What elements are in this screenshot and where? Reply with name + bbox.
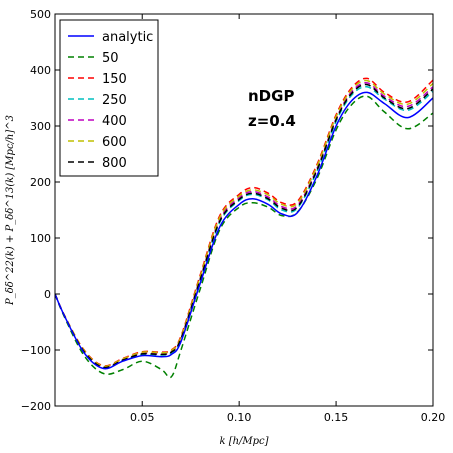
legend-label-50: 50	[102, 51, 119, 66]
legend-label-150: 150	[102, 72, 127, 87]
x-tick-label: 0.10	[227, 411, 252, 424]
y-tick-label: 100	[30, 232, 51, 245]
legend-label-400: 400	[102, 114, 127, 129]
annotation-model: nDGP	[248, 87, 294, 105]
y-tick-label: −200	[21, 400, 51, 413]
y-tick-label: 200	[30, 176, 51, 189]
x-tick-label: 0.15	[324, 411, 349, 424]
annotation-redshift: z=0.4	[248, 112, 296, 130]
y-tick-label: 500	[30, 8, 51, 21]
legend-label-600: 600	[102, 135, 127, 150]
legend-label-800: 800	[102, 156, 127, 171]
x-axis-label: k [h/Mpc]	[219, 436, 268, 447]
y-tick-label: 0	[44, 288, 51, 301]
series-line-600	[55, 79, 433, 368]
legend-label-analytic: analytic	[102, 30, 153, 45]
y-tick-label: −100	[21, 344, 51, 357]
x-tick-label: 0.05	[130, 411, 155, 424]
series-line-800	[55, 83, 433, 369]
legend-box	[59, 19, 159, 177]
y-tick-label: 400	[30, 64, 51, 77]
x-tick-label: 0.20	[421, 411, 446, 424]
y-tick-label: 300	[30, 120, 51, 133]
plot-frame	[54, 13, 434, 407]
legend-label-250: 250	[102, 93, 127, 108]
series-line-analytic	[55, 91, 433, 370]
y-axis-label: P_δδ^22(k) + P_δδ^13(k) [Mpc/h]^3	[5, 115, 16, 306]
